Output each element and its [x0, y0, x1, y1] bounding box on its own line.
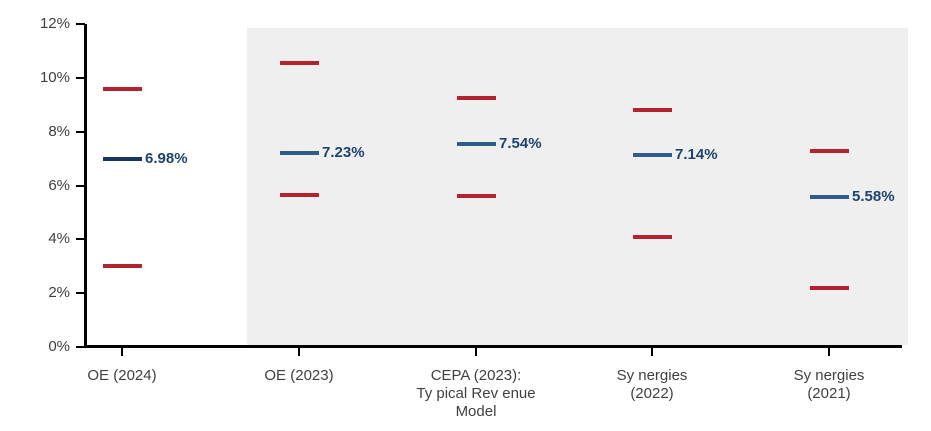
high-marker — [102, 86, 142, 91]
midpoint-value-label: 7.54% — [499, 135, 542, 153]
x-axis-tick — [298, 348, 300, 356]
x-axis-tick — [651, 348, 653, 356]
category-label: OE (2024) — [87, 367, 157, 384]
y-axis-line — [84, 24, 87, 347]
mid-marker — [279, 150, 319, 155]
y-axis-tick — [76, 238, 85, 241]
shaded-band — [247, 28, 908, 345]
mid-marker — [456, 142, 496, 147]
y-axis-tick — [76, 184, 85, 187]
y-axis-tick-label: 10% — [39, 69, 70, 86]
x-axis-tick — [121, 348, 123, 356]
category-label: CEPA (2023): Ty pical Rev enue Model — [416, 367, 536, 420]
y-axis-tick — [76, 23, 85, 26]
low-marker — [102, 264, 142, 269]
category-label: OE (2023) — [264, 367, 334, 384]
x-axis-line — [84, 345, 902, 348]
y-axis-tick-label: 2% — [48, 284, 70, 302]
midpoint-value-label: 6.98% — [145, 150, 188, 168]
mid-marker — [102, 157, 142, 162]
y-axis-tick — [76, 346, 85, 348]
low-marker — [456, 194, 496, 199]
y-axis-tick-label: 8% — [48, 122, 70, 140]
low-marker — [279, 193, 319, 197]
low-marker — [809, 285, 849, 290]
y-axis-tick-label: 0% — [48, 338, 70, 355]
y-axis-tick-label: 4% — [48, 230, 70, 248]
category-label: Sy nergies (2022) — [616, 367, 688, 402]
category-label: Sy nergies (2021) — [793, 367, 865, 402]
high-marker — [632, 108, 672, 113]
midpoint-value-label: 5.58% — [852, 187, 895, 205]
mid-marker — [809, 194, 849, 199]
high-marker — [456, 96, 496, 101]
x-axis-tick — [475, 348, 477, 356]
midpoint-value-label: 7.14% — [675, 145, 718, 163]
low-marker — [632, 234, 672, 239]
mid-marker — [632, 152, 672, 157]
y-axis-tick-label: 12% — [39, 15, 70, 33]
y-axis-tick-label: 6% — [48, 176, 70, 194]
midpoint-value-label: 7.23% — [322, 143, 365, 161]
y-axis-tick — [76, 77, 85, 79]
y-axis-tick — [76, 130, 85, 133]
y-axis-tick — [76, 292, 85, 295]
high-marker — [279, 61, 319, 66]
x-axis-tick — [828, 348, 830, 356]
high-marker — [809, 148, 849, 153]
